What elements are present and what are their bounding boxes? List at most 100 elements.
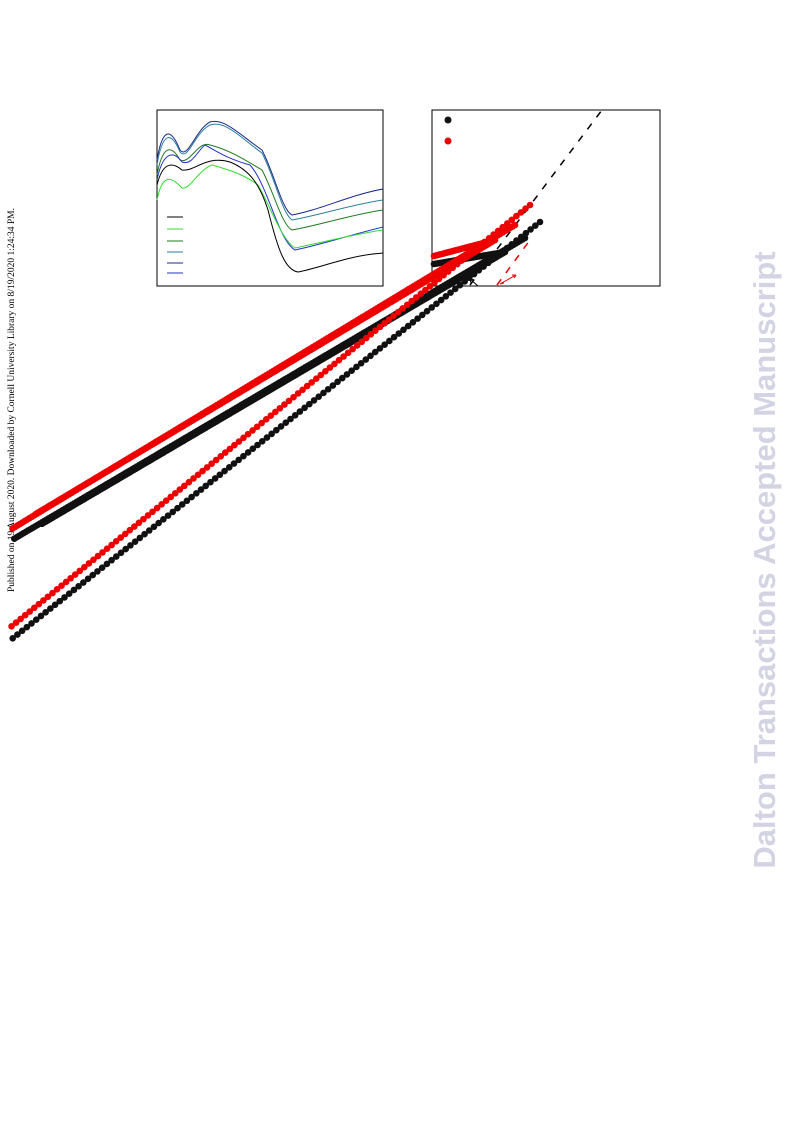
- dot: [433, 300, 440, 308]
- dot: [503, 220, 511, 227]
- dot: [23, 623, 31, 631]
- dot: [353, 342, 361, 349]
- dot: [253, 423, 261, 431]
- dot: [400, 326, 407, 334]
- dot: [522, 229, 530, 237]
- dot: [372, 327, 379, 334]
- dot: [272, 408, 279, 416]
- dot: [503, 244, 511, 252]
- dot: [258, 419, 265, 427]
- dot: [419, 311, 426, 319]
- dot: [136, 534, 144, 542]
- dot: [62, 578, 70, 586]
- dot: [470, 270, 478, 278]
- dot: [144, 512, 152, 519]
- dot: [409, 319, 417, 326]
- dot: [426, 283, 434, 290]
- dot: [85, 560, 93, 567]
- dot: [207, 478, 214, 486]
- curve: [156, 144, 384, 251]
- dot: [476, 242, 484, 249]
- dot: [444, 268, 452, 275]
- dot: [51, 601, 59, 609]
- dot: [367, 352, 374, 360]
- dot: [277, 423, 285, 430]
- curve: [156, 120, 384, 216]
- dot: [472, 246, 479, 253]
- dot: [306, 400, 313, 408]
- dot: [344, 349, 352, 357]
- dot: [185, 478, 193, 486]
- dot: [466, 274, 473, 282]
- dot: [287, 415, 294, 423]
- dot: [249, 445, 257, 453]
- dot: [526, 201, 534, 209]
- dot: [414, 315, 421, 322]
- dot: [513, 212, 520, 220]
- dot: [89, 571, 97, 579]
- dot: [422, 286, 429, 294]
- dot: [456, 281, 464, 289]
- dot: [381, 319, 388, 327]
- dot: [9, 525, 16, 532]
- dot: [484, 259, 492, 267]
- dot: [367, 331, 375, 338]
- dot: [340, 353, 347, 360]
- dot: [181, 482, 188, 490]
- dot: [131, 523, 138, 530]
- dot: [188, 493, 195, 501]
- dot: [453, 260, 461, 268]
- dot: [508, 241, 516, 248]
- dot: [190, 475, 197, 482]
- dot: [357, 359, 365, 367]
- dot: [481, 238, 488, 246]
- dot: [162, 497, 170, 504]
- dot: [408, 297, 416, 305]
- dot: [353, 363, 360, 371]
- dot: [294, 390, 302, 397]
- dot: [202, 482, 210, 490]
- dot: [127, 542, 134, 549]
- dot: [395, 330, 403, 337]
- dot: [522, 205, 529, 212]
- dot: [282, 419, 290, 427]
- dot: [296, 408, 304, 415]
- dot: [197, 486, 205, 493]
- dot: [160, 516, 167, 523]
- dot: [240, 434, 247, 442]
- dot: [301, 404, 308, 412]
- dot: [362, 356, 370, 363]
- dot: [312, 375, 320, 382]
- dot: [394, 308, 402, 316]
- dot: [413, 294, 420, 301]
- fit-line: [496, 239, 531, 286]
- legend-dot: [444, 116, 452, 124]
- dot: [273, 426, 280, 434]
- dot: [226, 445, 234, 453]
- dot: [49, 589, 56, 597]
- dot: [18, 627, 26, 635]
- dot: [178, 501, 186, 508]
- dot: [442, 293, 450, 300]
- dot: [461, 278, 468, 285]
- legend-dot: [444, 137, 452, 145]
- dot: [208, 460, 215, 467]
- dot: [40, 597, 47, 604]
- dot: [527, 226, 534, 233]
- dot: [494, 227, 502, 235]
- dot: [334, 378, 341, 386]
- dot: [320, 389, 327, 397]
- dot: [499, 223, 507, 231]
- dot: [212, 456, 220, 464]
- dot: [362, 334, 370, 342]
- dot: [37, 612, 45, 620]
- dot: [94, 552, 102, 560]
- dot: [35, 600, 43, 608]
- dot: [536, 218, 544, 226]
- dot: [122, 545, 129, 553]
- curve: [156, 159, 384, 273]
- dot: [303, 382, 311, 390]
- dot: [80, 579, 87, 586]
- dot: [155, 519, 162, 527]
- dot: [494, 252, 501, 259]
